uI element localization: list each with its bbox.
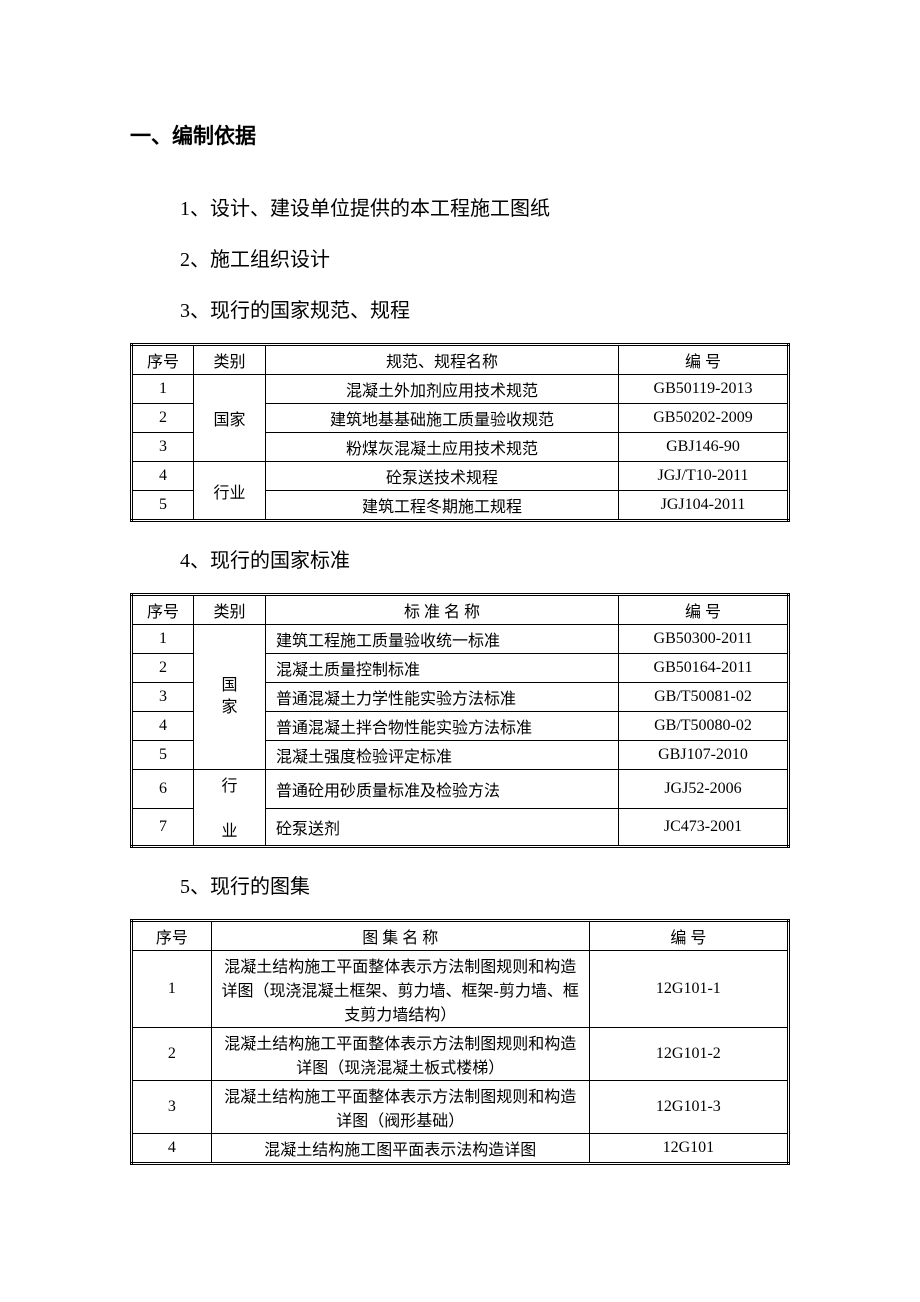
cell-code: GB50164-2011: [619, 654, 789, 683]
cell-num: 4: [132, 462, 194, 491]
header-cat: 类别: [194, 345, 266, 375]
cell-num: 3: [132, 683, 194, 712]
table-row: 4 行业 砼泵送技术规程 JGJ/T10-2011: [132, 462, 789, 491]
cat-text: 业: [221, 823, 237, 840]
cell-code: 12G101: [589, 1134, 788, 1164]
cat-text: 家: [221, 699, 237, 716]
cell-num: 2: [132, 404, 194, 433]
table-header-row: 序号 图 集 名 称 编 号: [132, 921, 789, 951]
cell-code: GB50202-2009: [619, 404, 789, 433]
cell-name: 混凝土结构施工平面整体表示方法制图规则和构造详图（现浇混凝土框架、剪力墙、框架-…: [211, 951, 589, 1028]
table-row: 1 国家 混凝土外加剂应用技术规范 GB50119-2013: [132, 375, 789, 404]
table-regulations: 序号 类别 规范、规程名称 编 号 1 国家 混凝土外加剂应用技术规范 GB50…: [130, 343, 790, 522]
table-row: 1 国家 建筑工程施工质量验收统一标准 GB50300-2011: [132, 625, 789, 654]
cat-text: 国: [221, 677, 237, 694]
table-row: 1 混凝土结构施工平面整体表示方法制图规则和构造详图（现浇混凝土框架、剪力墙、框…: [132, 951, 789, 1028]
table-row: 6 行业 普通砼用砂质量标准及检验方法 JGJ52-2006: [132, 770, 789, 809]
table-atlases: 序号 图 集 名 称 编 号 1 混凝土结构施工平面整体表示方法制图规则和构造详…: [130, 919, 790, 1165]
cell-code: 12G101-3: [589, 1081, 788, 1134]
header-name: 规范、规程名称: [266, 345, 619, 375]
cell-code: GB50300-2011: [619, 625, 789, 654]
cell-num: 4: [132, 1134, 212, 1164]
list-item-2: 2、施工组织设计: [180, 243, 790, 272]
cell-num: 4: [132, 712, 194, 741]
cell-num: 3: [132, 433, 194, 462]
cell-name: 混凝土结构施工平面整体表示方法制图规则和构造详图（现浇混凝土板式楼梯）: [211, 1028, 589, 1081]
cell-name: 砼泵送剂: [266, 808, 619, 847]
cell-code: GB50119-2013: [619, 375, 789, 404]
header-name: 标 准 名 称: [266, 595, 619, 625]
cell-code: JGJ104-2011: [619, 491, 789, 521]
cell-code: JC473-2001: [619, 808, 789, 847]
cell-name: 普通砼用砂质量标准及检验方法: [266, 770, 619, 809]
cell-cat: 国家: [194, 375, 266, 462]
cell-num: 3: [132, 1081, 212, 1134]
list-item-5: 5、现行的图集: [180, 870, 790, 899]
cell-name: 混凝土质量控制标准: [266, 654, 619, 683]
header-code: 编 号: [619, 345, 789, 375]
cell-num: 1: [132, 951, 212, 1028]
table-row: 2 混凝土结构施工平面整体表示方法制图规则和构造详图（现浇混凝土板式楼梯） 12…: [132, 1028, 789, 1081]
cell-name: 普通混凝土拌合物性能实验方法标准: [266, 712, 619, 741]
cell-num: 7: [132, 808, 194, 847]
cell-code: GBJ146-90: [619, 433, 789, 462]
cell-code: JGJ52-2006: [619, 770, 789, 809]
cell-num: 5: [132, 741, 194, 770]
cell-num: 6: [132, 770, 194, 809]
cell-name: 混凝土外加剂应用技术规范: [266, 375, 619, 404]
cell-name: 粉煤灰混凝土应用技术规范: [266, 433, 619, 462]
header-code: 编 号: [619, 595, 789, 625]
header-num: 序号: [132, 345, 194, 375]
list-item-1: 1、设计、建设单位提供的本工程施工图纸: [180, 192, 790, 221]
cell-num: 2: [132, 654, 194, 683]
cell-num: 1: [132, 625, 194, 654]
list-item-3: 3、现行的国家规范、规程: [180, 294, 790, 323]
cell-code: JGJ/T10-2011: [619, 462, 789, 491]
table-standards: 序号 类别 标 准 名 称 编 号 1 国家 建筑工程施工质量验收统一标准 GB…: [130, 593, 790, 848]
section-heading: 一、编制依据: [130, 120, 790, 150]
cell-name: 普通混凝土力学性能实验方法标准: [266, 683, 619, 712]
header-code: 编 号: [589, 921, 788, 951]
header-num: 序号: [132, 921, 212, 951]
cell-name: 建筑地基基础施工质量验收规范: [266, 404, 619, 433]
cell-code: 12G101-1: [589, 951, 788, 1028]
cell-name: 建筑工程施工质量验收统一标准: [266, 625, 619, 654]
cell-name: 混凝土结构施工图平面表示法构造详图: [211, 1134, 589, 1164]
cell-cat: 行业: [194, 770, 266, 847]
cell-cat: 行业: [194, 462, 266, 521]
table-row: 4 混凝土结构施工图平面表示法构造详图 12G101: [132, 1134, 789, 1164]
table-row: 3 混凝土结构施工平面整体表示方法制图规则和构造详图（阀形基础） 12G101-…: [132, 1081, 789, 1134]
cell-code: GB/T50081-02: [619, 683, 789, 712]
cell-code: GBJ107-2010: [619, 741, 789, 770]
header-num: 序号: [132, 595, 194, 625]
cell-cat: 国家: [194, 625, 266, 770]
cell-num: 1: [132, 375, 194, 404]
header-name: 图 集 名 称: [211, 921, 589, 951]
cell-code: 12G101-2: [589, 1028, 788, 1081]
table-header-row: 序号 类别 标 准 名 称 编 号: [132, 595, 789, 625]
cat-text: 行: [221, 778, 237, 795]
cell-num: 2: [132, 1028, 212, 1081]
cell-name: 建筑工程冬期施工规程: [266, 491, 619, 521]
cell-name: 混凝土结构施工平面整体表示方法制图规则和构造详图（阀形基础）: [211, 1081, 589, 1134]
cell-num: 5: [132, 491, 194, 521]
cell-name: 混凝土强度检验评定标准: [266, 741, 619, 770]
cell-code: GB/T50080-02: [619, 712, 789, 741]
cell-name: 砼泵送技术规程: [266, 462, 619, 491]
header-cat: 类别: [194, 595, 266, 625]
list-item-4: 4、现行的国家标准: [180, 544, 790, 573]
table-header-row: 序号 类别 规范、规程名称 编 号: [132, 345, 789, 375]
